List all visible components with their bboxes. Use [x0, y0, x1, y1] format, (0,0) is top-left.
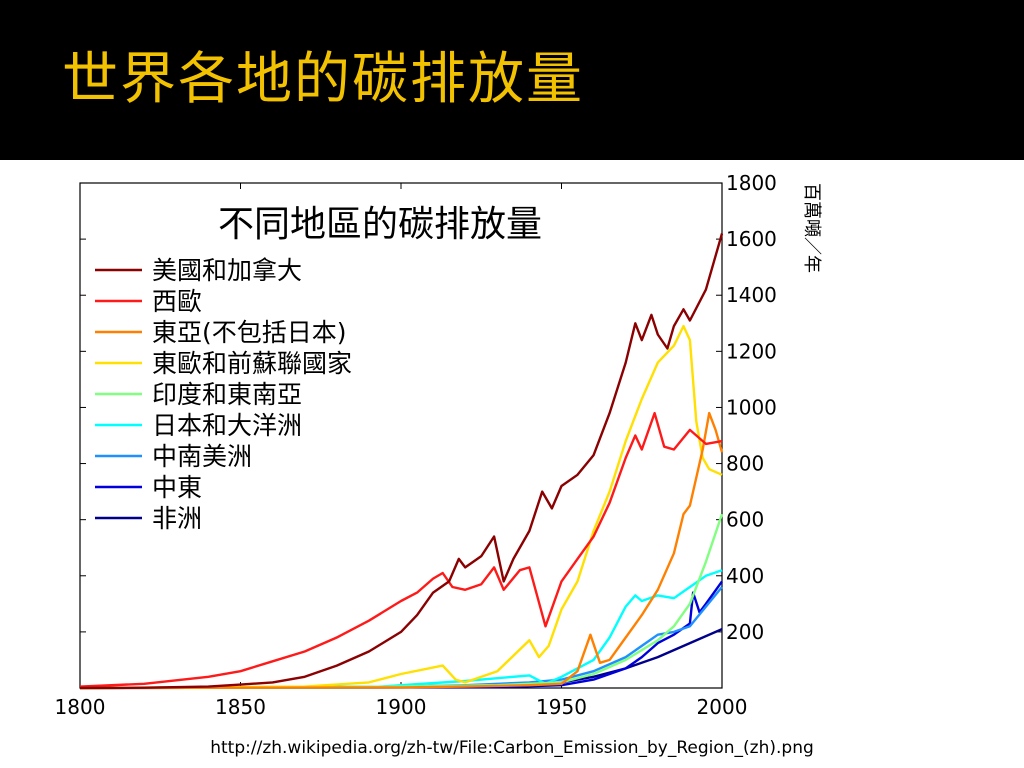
y-tick-label: 1200 [726, 339, 777, 363]
x-tick-label: 2000 [697, 695, 748, 719]
plot-area [79, 182, 723, 689]
legend-label: 日本和大洋洲 [152, 411, 302, 440]
legend-label: 中東 [152, 473, 202, 502]
legend-label: 非洲 [152, 504, 202, 533]
y-tick-label: 1600 [726, 227, 777, 251]
y-tick-label: 1400 [726, 283, 777, 307]
series-line [79, 569, 723, 690]
y-tick-labels: 200 400 600 800 1000 1200 1400 1600 1800 [726, 171, 777, 644]
series-line [79, 411, 723, 688]
x-tick-label: 1800 [55, 695, 106, 719]
x-tick-label: 1850 [215, 695, 266, 719]
series-line [79, 580, 723, 690]
legend-label: 東歐和前蘇聯國家 [152, 349, 352, 378]
y-tick-label: 1000 [726, 395, 777, 419]
x-tick-labels: 1800 1850 1900 1950 2000 [55, 695, 748, 719]
slide-title: 世界各地的碳排放量 [62, 47, 584, 112]
x-tick-label: 1950 [536, 695, 587, 719]
series-line [79, 324, 723, 690]
y-tick-label: 1800 [726, 171, 777, 195]
legend-label: 東亞(不包括日本) [152, 318, 347, 347]
y-tick-label: 200 [726, 620, 764, 644]
y-tick-label: 400 [726, 564, 764, 588]
series-lines [79, 233, 724, 690]
x-tick-label: 1900 [376, 695, 427, 719]
source-url: http://zh.wikipedia.org/zh-tw/File:Carbo… [210, 738, 814, 758]
legend-label: 西歐 [152, 287, 202, 316]
legend-label: 中南美洲 [152, 442, 252, 471]
y-tick-label: 600 [726, 508, 764, 532]
series-line [79, 411, 724, 690]
y-axis-label: 百萬噸／年 [801, 183, 822, 273]
series-line [79, 233, 724, 690]
legend-label: 印度和東南亞 [152, 380, 302, 409]
chart-title: 不同地區的碳排放量 [218, 204, 542, 245]
y-tick-label: 800 [726, 452, 764, 476]
legend-label: 美國和加拿大 [152, 256, 302, 285]
legend: 美國和加拿大西歐東亞(不包括日本)東歐和前蘇聯國家印度和東南亞日本和大洋洲中南美… [95, 256, 352, 533]
